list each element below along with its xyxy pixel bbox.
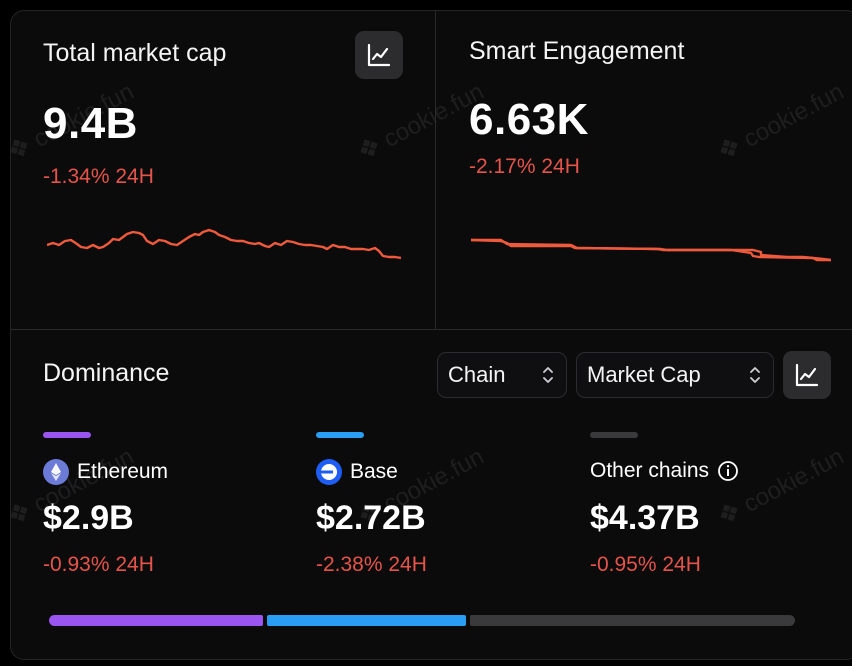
line-chart-icon — [367, 43, 391, 67]
market-cap-value: 9.4B — [43, 99, 138, 148]
dominance-title: Dominance — [43, 359, 170, 387]
ethereum-value: $2.9B — [43, 499, 134, 537]
chevron-up-down-icon — [543, 367, 553, 383]
watermark: ❖cookie.fun — [711, 77, 849, 167]
base-name: Base — [350, 460, 398, 483]
smart-engagement-value: 6.63K — [469, 95, 589, 144]
base-value: $2.72B — [316, 499, 426, 537]
other-chains-label: Other chains — [590, 459, 739, 483]
info-icon[interactable] — [717, 460, 739, 482]
ethereum-legend-swatch — [43, 432, 91, 438]
market-cap-change: -1.34% 24H — [43, 165, 154, 188]
dominance-segment-other-chains — [470, 615, 795, 626]
ethereum-icon — [43, 459, 69, 485]
base-change: -2.38% 24H — [316, 553, 427, 576]
base-label: Base — [316, 459, 398, 485]
watermark: ❖cookie.fun — [711, 442, 849, 532]
market-cap-chart-button[interactable] — [355, 31, 403, 79]
smart-engagement-change: -2.17% 24H — [469, 155, 580, 178]
section-divider — [11, 329, 852, 330]
smart-engagement-sparkline — [471, 238, 831, 262]
ethereum-label: Ethereum — [43, 459, 168, 485]
other-chains-change: -0.95% 24H — [590, 553, 701, 576]
other-chains-legend-swatch — [590, 432, 638, 438]
chevron-up-down-icon — [750, 367, 760, 383]
metric-select-label: Market Cap — [587, 362, 701, 387]
other-chains-value: $4.37B — [590, 499, 700, 537]
card-divider — [435, 11, 436, 329]
base-legend-swatch — [316, 432, 364, 438]
dominance-segment-ethereum — [49, 615, 263, 626]
market-cap-title: Total market cap — [43, 39, 227, 67]
dominance-segment-base — [267, 615, 466, 626]
ethereum-name: Ethereum — [77, 460, 169, 483]
other-chains-name: Other chains — [590, 459, 710, 482]
dominance-chart-button[interactable] — [783, 351, 831, 399]
smart-engagement-title: Smart Engagement — [469, 37, 685, 65]
chain-select-label: Chain — [448, 362, 506, 387]
metric-select[interactable]: Market Cap — [576, 352, 774, 398]
dashboard-panel: ❖cookie.fun ❖cookie.fun ❖cookie.fun ❖coo… — [10, 10, 852, 660]
chain-select[interactable]: Chain — [437, 352, 567, 398]
ethereum-change: -0.93% 24H — [43, 553, 154, 576]
base-icon — [316, 459, 342, 485]
line-chart-icon — [795, 363, 819, 387]
market-cap-sparkline — [47, 228, 401, 260]
